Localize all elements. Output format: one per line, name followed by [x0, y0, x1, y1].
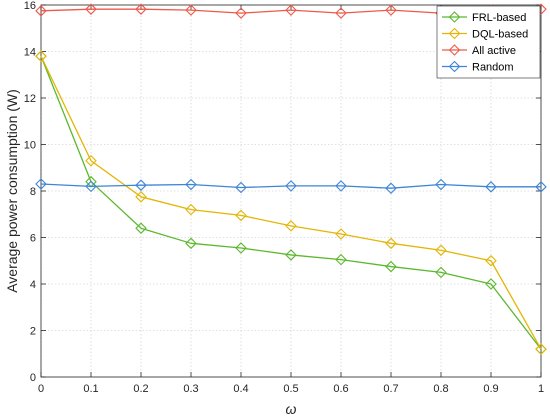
data-point-all-active: [185, 4, 197, 16]
data-point-frl-based: [185, 237, 197, 250]
legend-label-random: Random: [472, 62, 514, 74]
data-point-random: [135, 179, 147, 191]
legend-label-dql-based: DQL-based: [472, 29, 528, 41]
y-tick-label: 10: [24, 140, 36, 152]
data-point-frl-based: [335, 253, 347, 266]
y-tick-label: 4: [30, 279, 36, 291]
legend-marker-frl-based: [448, 11, 461, 23]
series-line-frl-based: [40, 55, 542, 350]
series-random: [35, 178, 547, 194]
data-point-all-active: [385, 4, 397, 16]
series-line-dql-based: [40, 55, 542, 350]
data-point-frl-based: [485, 278, 497, 290]
y-tick-label: 12: [24, 93, 36, 105]
data-point-dql-based: [35, 50, 47, 62]
data-point-random: [385, 182, 397, 194]
legend-marker-dql-based: [448, 27, 461, 40]
data-point-random: [85, 180, 97, 193]
data-point-frl-based: [385, 260, 397, 273]
x-tick-label: 0.7: [383, 383, 398, 395]
legend-marker-all-active: [448, 44, 461, 56]
data-point-frl-based: [285, 249, 297, 261]
data-point-dql-based: [385, 237, 397, 250]
data-point-dql-based: [485, 254, 497, 267]
data-point-frl-based: [435, 266, 447, 279]
legend-label-all-active: All active: [472, 45, 516, 57]
data-point-all-active: [135, 3, 147, 15]
data-point-frl-based: [235, 242, 247, 254]
x-tick-label: 0.6: [333, 383, 348, 395]
data-point-random: [335, 180, 347, 192]
y-axis-label: Average power consumption (W): [4, 89, 20, 293]
data-point-random: [235, 181, 247, 194]
data-point-random: [185, 178, 197, 191]
data-point-all-active: [35, 5, 47, 17]
x-tick-label: 1: [538, 383, 544, 395]
data-point-dql-based: [285, 220, 297, 232]
data-point-all-active: [335, 7, 347, 19]
data-point-random: [535, 181, 547, 193]
data-point-frl-based: [135, 222, 147, 234]
legend: FRL-based DQL-based All active Random: [436, 5, 541, 79]
legend-label-frl-based: FRL-based: [472, 12, 526, 24]
data-point-dql-based: [535, 343, 547, 355]
x-tick-label: 0.5: [283, 383, 298, 395]
x-tick-label: 0.9: [483, 383, 498, 395]
x-tick-label: 0.4: [233, 383, 248, 395]
y-tick-label: 6: [30, 233, 36, 245]
data-point-dql-based: [135, 191, 147, 203]
x-tick-label: 0.3: [183, 383, 198, 395]
series-dql-based: [35, 50, 547, 355]
data-point-random: [35, 178, 47, 190]
y-tick-label: 16: [24, 0, 36, 12]
x-tick-label: 0.1: [83, 383, 98, 395]
data-point-all-active: [85, 3, 97, 15]
series-line-random: [40, 183, 541, 189]
x-tick-label: 0.8: [433, 383, 448, 395]
data-point-random: [485, 181, 497, 193]
data-point-all-active: [235, 7, 247, 19]
y-tick-label: 14: [24, 47, 36, 59]
y-tick-label: 8: [30, 186, 36, 198]
data-point-all-active: [285, 4, 297, 16]
x-tick-label: 0.2: [133, 383, 148, 395]
data-point-dql-based: [185, 203, 197, 216]
y-tick-label: 0: [30, 372, 36, 384]
data-point-random: [285, 180, 297, 192]
y-tick-label: 2: [30, 326, 36, 338]
x-tick-label: 0: [38, 383, 44, 395]
data-point-random: [435, 178, 447, 191]
legend-marker-random: [448, 60, 461, 73]
x-axis-label: ω: [286, 401, 297, 417]
series-frl-based: [35, 50, 547, 355]
data-point-dql-based: [85, 154, 97, 167]
data-point-dql-based: [235, 209, 247, 222]
data-point-dql-based: [335, 228, 347, 240]
data-point-dql-based: [435, 244, 447, 257]
